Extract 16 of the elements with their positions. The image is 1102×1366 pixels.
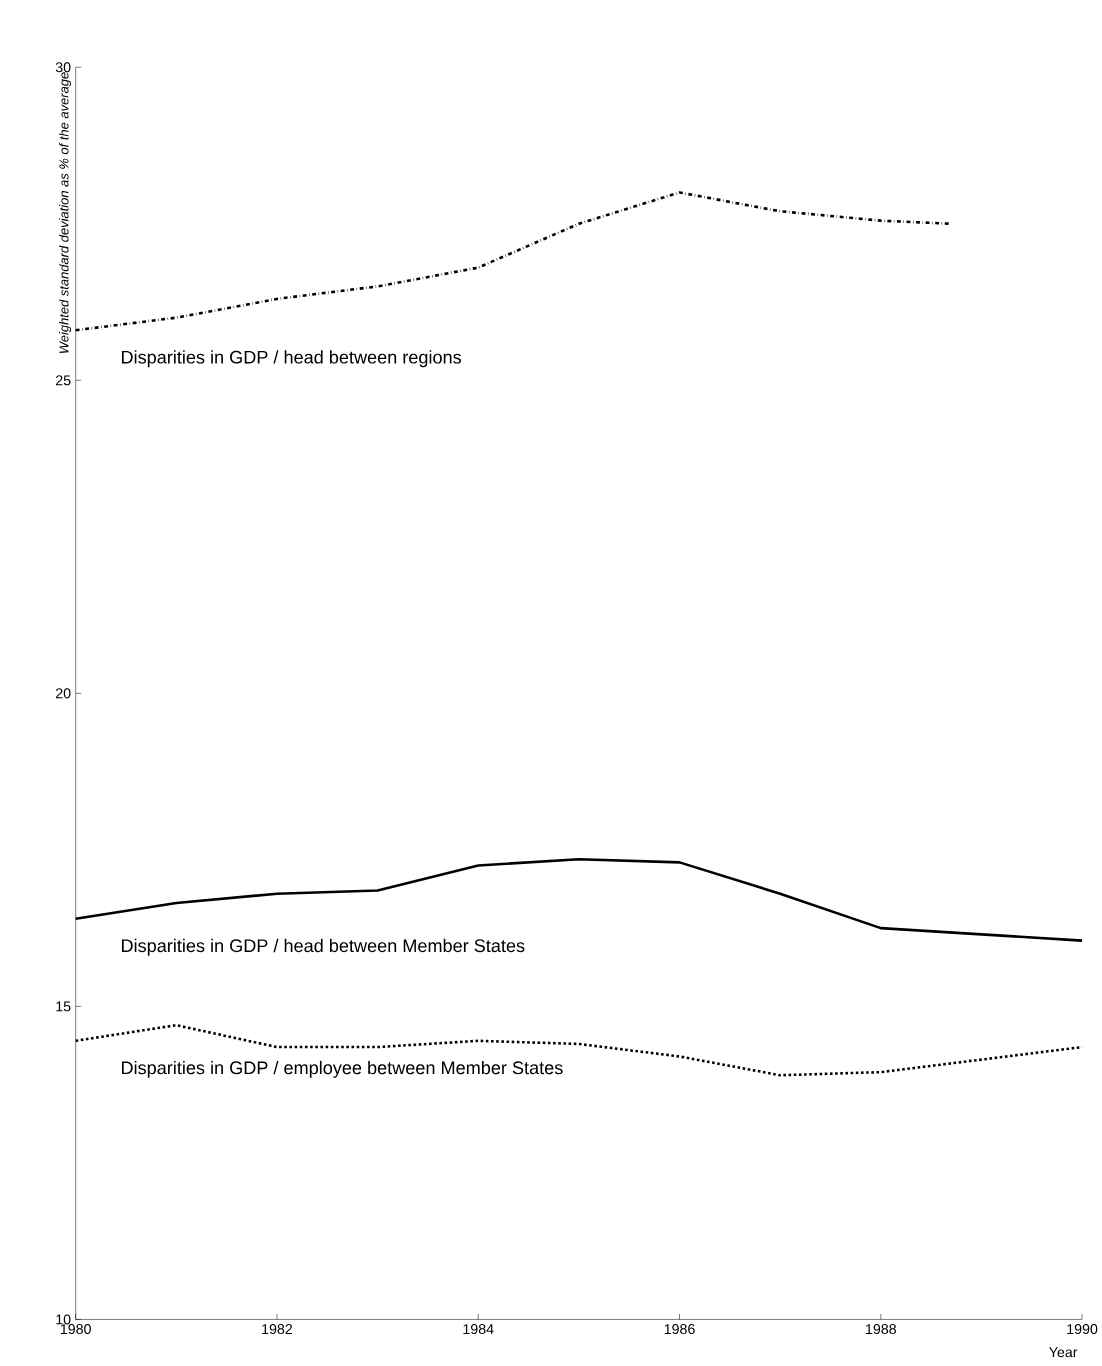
x-axis-title: Year bbox=[1048, 1347, 1078, 1358]
series-label: Disparities in GDP / head between regions bbox=[121, 350, 461, 368]
x-tick-label: 1986 bbox=[664, 1324, 695, 1335]
y-tick-label: 10 bbox=[56, 1314, 71, 1325]
series-label: Disparities in GDP / employee between Member States bbox=[121, 1060, 563, 1078]
y-tick-label: 30 bbox=[55, 62, 71, 73]
y-axis-title: Weighted standard deviation as % of the average bbox=[58, 72, 71, 354]
x-tick-label: 1990 bbox=[1067, 1324, 1098, 1335]
x-tick-label: 1984 bbox=[463, 1324, 494, 1335]
y-tick-label: 25 bbox=[55, 375, 71, 386]
y-tick-label: 20 bbox=[55, 688, 71, 699]
series-label: Disparities in GDP / head between Member States bbox=[121, 938, 525, 956]
x-tick-label: 1988 bbox=[865, 1324, 896, 1335]
x-tick-label: 1980 bbox=[60, 1324, 91, 1335]
x-tick-label: 1982 bbox=[262, 1324, 292, 1335]
y-tick-label: 15 bbox=[56, 1001, 71, 1012]
